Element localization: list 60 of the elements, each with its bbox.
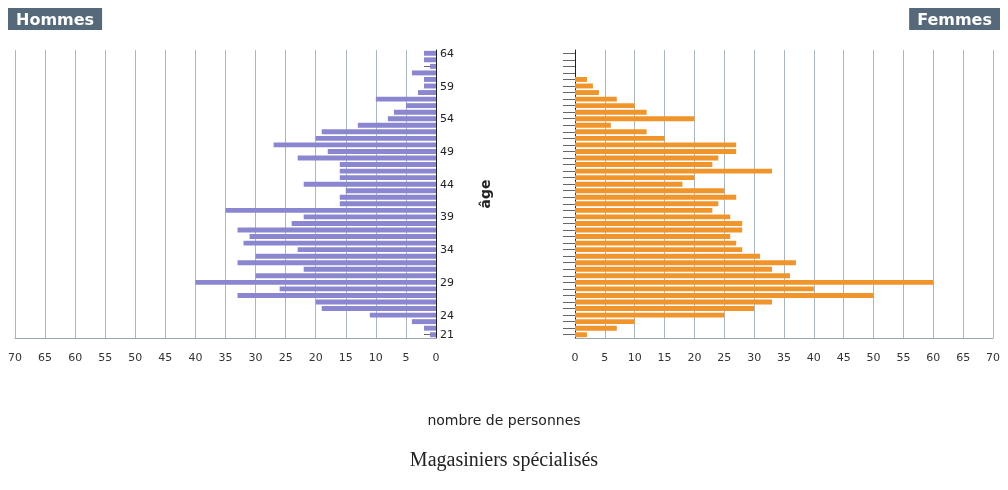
y-tick-label: 24 (440, 308, 454, 322)
x-tick-label: 70 (8, 351, 22, 364)
y-tick-label: 39 (440, 210, 454, 224)
chart-title: Hommes (16, 9, 95, 29)
chart-title: Femmes (917, 9, 993, 29)
x-axis-title: nombre de personnes (426, 412, 582, 428)
bar (237, 293, 436, 298)
x-tick-label: 0 (432, 351, 440, 364)
x-tick-label: 45 (836, 351, 851, 364)
y-tick-label: 34 (440, 243, 454, 257)
y-tick-label: 21 (440, 328, 454, 342)
bar (417, 90, 436, 95)
x-tick-label: 50 (128, 351, 143, 364)
bar (321, 306, 436, 311)
x-tick-label: 65 (956, 351, 971, 364)
x-tick-label: 5 (402, 351, 410, 364)
bar (249, 234, 436, 239)
x-tick-label: 10 (627, 351, 642, 364)
x-tick-label: 0 (571, 351, 579, 364)
x-tick-label: 20 (687, 351, 702, 364)
x-tick-label: 15 (657, 351, 672, 364)
bar (575, 234, 731, 239)
bar (575, 90, 599, 95)
x-tick-label: 20 (308, 351, 323, 364)
x-tick-label: 55 (98, 351, 113, 364)
x-tick-label: 40 (188, 351, 203, 364)
x-tick-label: 40 (806, 351, 821, 364)
bar (575, 293, 874, 298)
x-tick-label: 35 (777, 351, 791, 364)
x-tick-label: 10 (368, 351, 383, 364)
x-tick-label: 60 (68, 351, 83, 364)
y-tick-label: 44 (440, 177, 454, 191)
x-tick-label: 60 (926, 351, 941, 364)
x-tick-label: 70 (986, 351, 1000, 364)
text: Magasiniers spécialisés (408, 448, 600, 471)
x-tick-label: 25 (278, 351, 293, 364)
x-tick-label: 25 (717, 351, 732, 364)
x-tick-label: 45 (158, 351, 173, 364)
x-tick-label: 50 (866, 351, 881, 364)
y-tick-label: 49 (440, 144, 454, 158)
x-tick-label: 30 (747, 351, 762, 364)
x-tick-label: 35 (218, 351, 233, 364)
bar (339, 162, 436, 167)
x-tick-label: 65 (38, 351, 53, 364)
x-tick-label: 30 (248, 351, 263, 364)
bar (327, 149, 436, 154)
y-axis-title: âge (477, 179, 493, 209)
bar (575, 149, 737, 154)
x-tick-label: 5 (601, 351, 609, 364)
bar (575, 221, 743, 226)
y-tick-label: 59 (440, 79, 454, 93)
bar (575, 77, 587, 82)
bar (291, 221, 436, 226)
x-tick-label: 15 (338, 351, 353, 364)
y-tick-label: 64 (440, 46, 454, 60)
y-tick-label: 54 (440, 112, 454, 126)
x-tick-label: 55 (896, 351, 911, 364)
bar (575, 162, 713, 167)
y-tick-label: 29 (440, 275, 454, 289)
bar (575, 306, 755, 311)
